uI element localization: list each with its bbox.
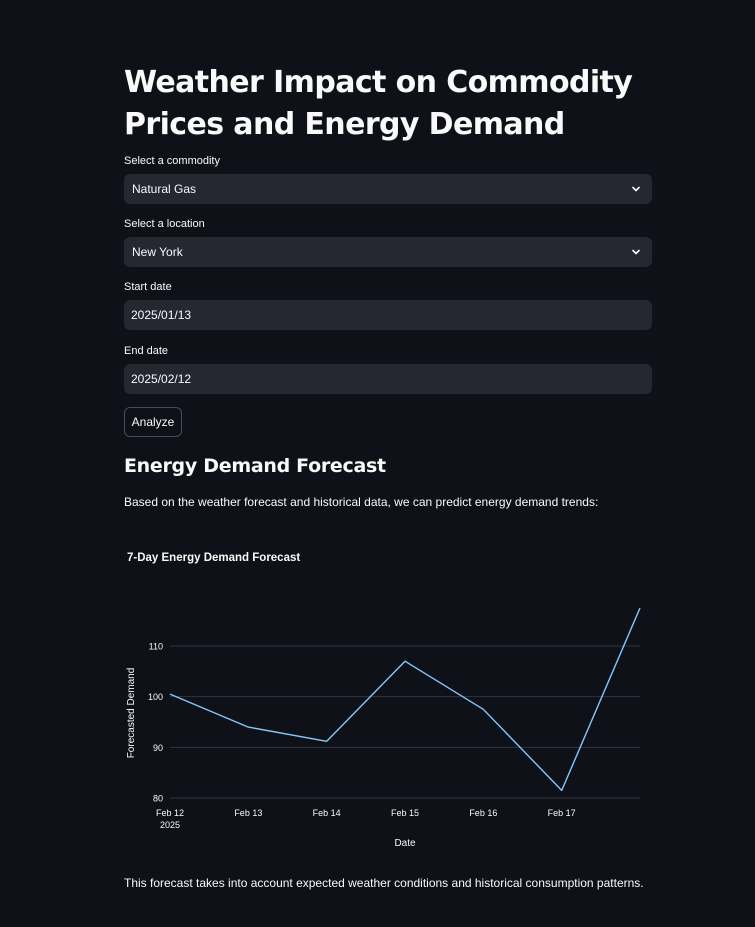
start-date-value: 2025/01/13	[131, 308, 192, 322]
chevron-down-icon	[626, 237, 646, 267]
x-tick-label: Feb 15	[391, 808, 419, 818]
y-axis-label: Forecasted Demand	[126, 668, 137, 759]
end-date-value: 2025/02/12	[131, 372, 192, 386]
location-label: Select a location	[124, 218, 205, 230]
commodity-select-value: Natural Gas	[132, 182, 197, 196]
series-line	[169, 607, 641, 792]
chart-title: 7-Day Energy Demand Forecast	[127, 552, 300, 564]
x-tick-sublabel: 2025	[160, 820, 180, 830]
commodity-label: Select a commodity	[124, 155, 220, 167]
x-tick-label: Feb 17	[548, 808, 576, 818]
x-axis-label: Date	[394, 838, 416, 849]
x-tick-label: Feb 16	[469, 808, 497, 818]
forecast-intro: Based on the weather forecast and histor…	[124, 495, 599, 509]
x-tick-label: Feb 13	[234, 808, 262, 818]
location-select[interactable]: New York	[124, 237, 652, 267]
y-tick-label: 80	[153, 794, 163, 804]
chevron-down-icon	[626, 174, 646, 204]
y-tick-label: 110	[149, 642, 163, 652]
analyze-button[interactable]: Analyze	[124, 407, 182, 437]
y-tick-label: 100	[148, 692, 163, 702]
chart-svg: 7-Day Energy Demand Forecast 80 90 100 110 Fe…	[126, 552, 641, 849]
forecast-chart: 7-Day Energy Demand Forecast 80 90 100 110 Fe…	[124, 540, 652, 860]
end-date-input[interactable]: 2025/02/12	[124, 364, 652, 394]
commodity-select[interactable]: Natural Gas	[124, 174, 652, 204]
start-date-input[interactable]: 2025/01/13	[124, 300, 652, 330]
page-title: Weather Impact on Commodity Prices and E…	[124, 65, 633, 142]
location-select-value: New York	[132, 245, 183, 259]
x-tick-label: Feb 12	[156, 808, 184, 818]
start-date-label: Start date	[124, 281, 172, 293]
forecast-footer: This forecast takes into account expecte…	[124, 876, 644, 890]
end-date-label: End date	[124, 345, 169, 357]
y-tick-label: 90	[153, 743, 163, 753]
x-tick-label: Feb 14	[313, 808, 341, 818]
forecast-heading: Energy Demand Forecast	[124, 455, 386, 477]
